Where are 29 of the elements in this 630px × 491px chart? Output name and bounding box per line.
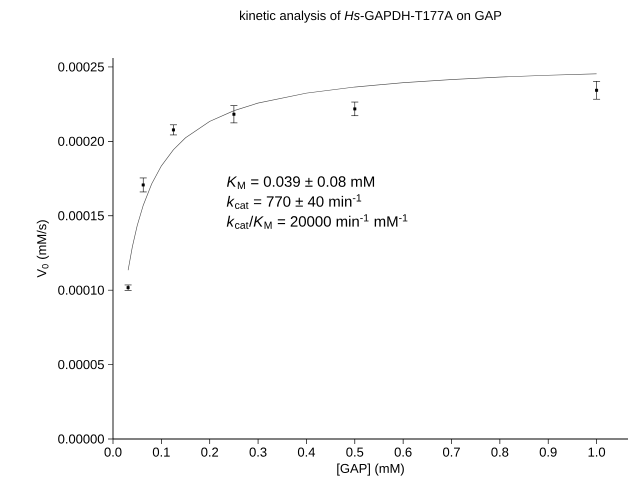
x-tick-label: 0.1: [152, 448, 170, 457]
y-tick-label: 0.00020: [58, 136, 104, 146]
x-tick-label: 1.0: [588, 448, 606, 457]
y-tick-label: 0.00000: [58, 434, 104, 444]
x-tick-label: 0.2: [201, 448, 218, 457]
point: [172, 128, 175, 132]
x-tick-label: 0.0: [104, 448, 122, 457]
annotation: k$_{cat}$ = 770 ± 40 min$^{-1}$: [226, 194, 362, 209]
point: [595, 88, 598, 92]
y-axis-title: V$_{0}$ (mM/s): [36, 220, 49, 278]
y-tick-label: 0.00025: [58, 62, 104, 72]
x-tick-label: 0.3: [250, 448, 267, 457]
point: [232, 112, 236, 116]
line-series: [128, 73, 597, 271]
y-tick-label: 0.00015: [58, 211, 104, 220]
x-tick-label: 0.7: [443, 448, 460, 457]
x-axis-title: [GAP] (mM): [337, 464, 404, 476]
y-tick-label: 0.00010: [58, 286, 104, 295]
x-tick-label: 0.4: [298, 448, 316, 457]
x-tick-label: 0.5: [346, 448, 364, 457]
y-tick-label: 0.00005: [58, 360, 104, 370]
x-tick-label: 0.6: [394, 448, 412, 457]
annotation: K$_{M}$ = 0.039 ± 0.08 mM: [226, 176, 374, 189]
chart-title: kinetic analysis of Hs-GAPDH-T177A on GAP: [240, 10, 502, 23]
x-tick-label: 0.9: [540, 448, 557, 457]
point: [353, 107, 356, 110]
point: [142, 183, 145, 186]
x-tick-label: 0.8: [491, 448, 508, 457]
text: k$_{cat}$/K$_{M}$ = 20000 min$^{-1}$ mM$^{-1}$: [226, 214, 408, 229]
